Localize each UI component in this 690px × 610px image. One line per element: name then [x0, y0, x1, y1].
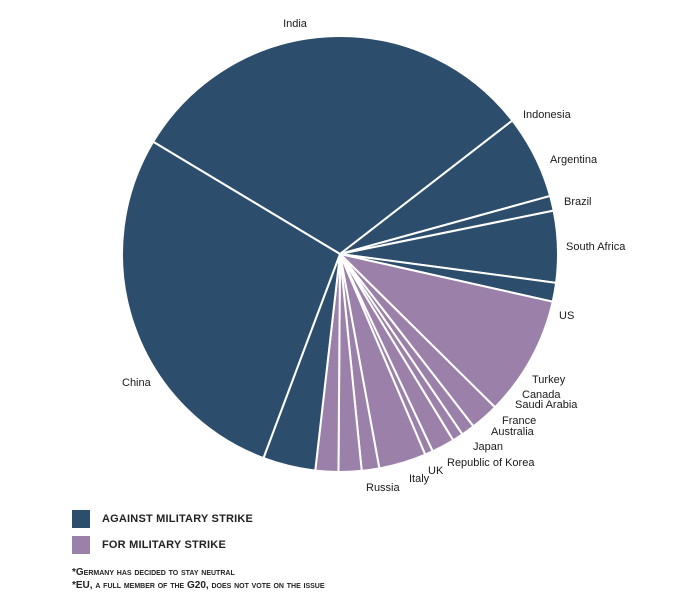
- legend-swatch-against: [72, 510, 90, 528]
- slice-label-china: China: [122, 377, 152, 389]
- slice-label-republic-of-korea: Republic of Korea: [447, 457, 535, 469]
- slice-label-india: India: [283, 18, 308, 30]
- slice-label-saudi-arabia: Saudi Arabia: [515, 399, 578, 411]
- pie-slice-china: [121, 140, 341, 460]
- slice-label-argentina: Argentina: [550, 154, 598, 166]
- slice-label-south-africa: South Africa: [566, 241, 626, 253]
- slice-label-russia: Russia: [366, 482, 401, 494]
- pie-labels: India Indonesia Argentina Brazil South Afric…: [122, 18, 626, 494]
- pie-slice-india: [152, 35, 514, 255]
- footnote-eu: *EU, a full member of the G20, does not …: [72, 580, 325, 591]
- slice-label-indonesia: Indonesia: [523, 109, 572, 121]
- slice-label-france: France: [502, 415, 536, 427]
- footnotes: *Germany has decided to stay neutral *EU…: [72, 566, 325, 592]
- slice-label-uk: UK: [428, 465, 444, 477]
- slice-label-canada: Canada: [522, 389, 561, 401]
- pie-slices: [121, 35, 559, 473]
- slice-label-brazil: Brazil: [564, 196, 592, 208]
- legend-label-against: AGAINST MILITARY STRIKE: [102, 513, 254, 525]
- slice-label-australia: Australia: [491, 426, 535, 438]
- pie-chart: India Indonesia Argentina Brazil South Afric…: [121, 18, 626, 494]
- slice-label-turkey: Turkey: [532, 374, 566, 386]
- legend-item-against: AGAINST MILITARY STRIKE: [72, 510, 253, 528]
- legend-label-for: FOR MILITARY STRIKE: [102, 539, 226, 551]
- legend: AGAINST MILITARY STRIKE FOR MILITARY STR…: [72, 510, 253, 562]
- slice-label-us: US: [559, 310, 574, 322]
- pie-slice-us: [339, 253, 554, 409]
- slice-label-italy: Italy: [409, 473, 430, 485]
- slice-label-japan: Japan: [473, 441, 503, 453]
- legend-item-for: FOR MILITARY STRIKE: [72, 536, 253, 554]
- footnote-germany: *Germany has decided to stay neutral: [72, 567, 235, 578]
- legend-swatch-for: [72, 536, 90, 554]
